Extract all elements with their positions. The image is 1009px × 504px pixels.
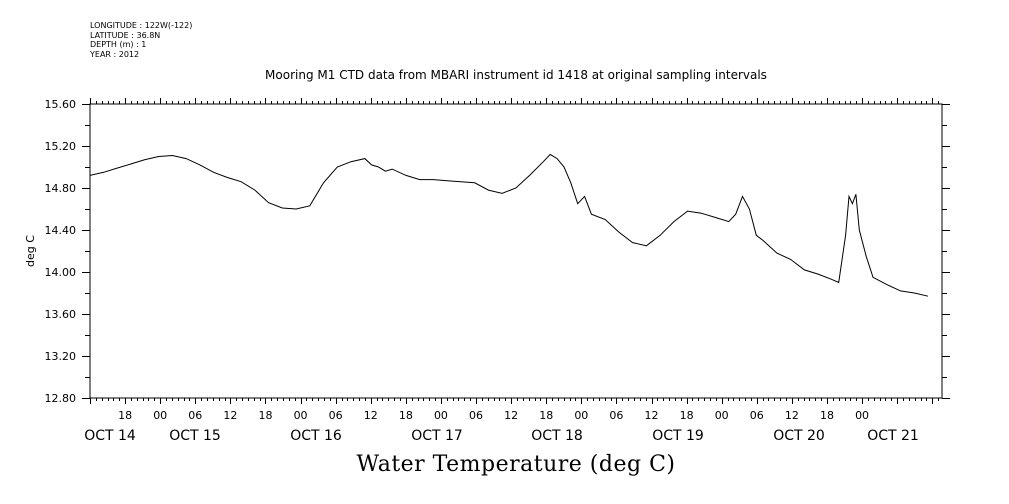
plot-frame (89, 103, 943, 399)
x-hour-tick-label: 00 (855, 409, 869, 422)
x-date-label: OCT 18 (531, 428, 583, 444)
y-tick-label: 14.80 (45, 182, 77, 195)
x-hour-tick-label: 06 (469, 409, 483, 422)
x-hour-tick-label: 12 (645, 409, 659, 422)
x-date-label: OCT 20 (773, 428, 825, 444)
y-tick-label: 13.60 (45, 308, 77, 321)
x-date-label: OCT 16 (290, 428, 342, 444)
y-tick-label: 12.80 (45, 392, 77, 405)
x-hour-tick-label: 00 (715, 409, 729, 422)
x-hour-tick-label: 12 (504, 409, 518, 422)
x-hour-tick-label: 12 (364, 409, 378, 422)
y-tick-label: 15.20 (45, 140, 77, 153)
x-hour-tick-label: 12 (223, 409, 237, 422)
x-hour-tick-label: 18 (820, 409, 834, 422)
metadata-depth: DEPTH (m) : 1 (90, 40, 147, 49)
x-hour-tick-label: 18 (539, 409, 553, 422)
chart-title: Mooring M1 CTD data from MBARI instrumen… (265, 68, 767, 82)
y-tick-label: 15.60 (45, 98, 77, 111)
x-hour-tick-label: 18 (680, 409, 694, 422)
x-hour-tick-label: 06 (329, 409, 343, 422)
metadata-year: YEAR : 2012 (90, 49, 140, 59)
metadata-latitude: LATITUDE : 36.8N (90, 30, 161, 40)
x-hour-tick-label: 00 (574, 409, 588, 422)
x-hour-tick-label: 12 (785, 409, 799, 422)
y-ticks (82, 104, 950, 399)
metadata-block: LONGITUDE : 122W(-122) LATITUDE : 36.8N … (90, 21, 192, 59)
x-hour-tick-label: 18 (118, 409, 132, 422)
x-date-label: OCT 17 (411, 428, 463, 444)
x-hour-tick-label: 18 (258, 409, 272, 422)
x-minor-ticks (90, 98, 939, 404)
x-hour-tick-label: 06 (750, 409, 764, 422)
x-hour-tick-label: 06 (188, 409, 202, 422)
metadata-longitude: LONGITUDE : 122W(-122) (90, 21, 193, 30)
x-hour-tick-label: 00 (294, 409, 308, 422)
x-date-label: OCT 14 (84, 428, 136, 444)
y-tick-label: 14.00 (45, 266, 77, 279)
x-hour-tick-label: 00 (434, 409, 448, 422)
x-date-label: OCT 21 (867, 428, 919, 444)
x-hour-tick-label: 18 (399, 409, 413, 422)
temperature-series-line (89, 153, 929, 297)
y-tick-label: 14.40 (45, 224, 77, 237)
y-axis-label: deg C (24, 235, 37, 267)
x-date-label: OCT 15 (169, 428, 221, 444)
y-tick-label: 13.20 (45, 350, 77, 363)
x-hour-tick-label: 00 (153, 409, 167, 422)
x-date-label: OCT 19 (652, 428, 704, 444)
bottom-title: Water Temperature (deg C) (356, 452, 676, 477)
x-hour-tick-label: 06 (609, 409, 623, 422)
